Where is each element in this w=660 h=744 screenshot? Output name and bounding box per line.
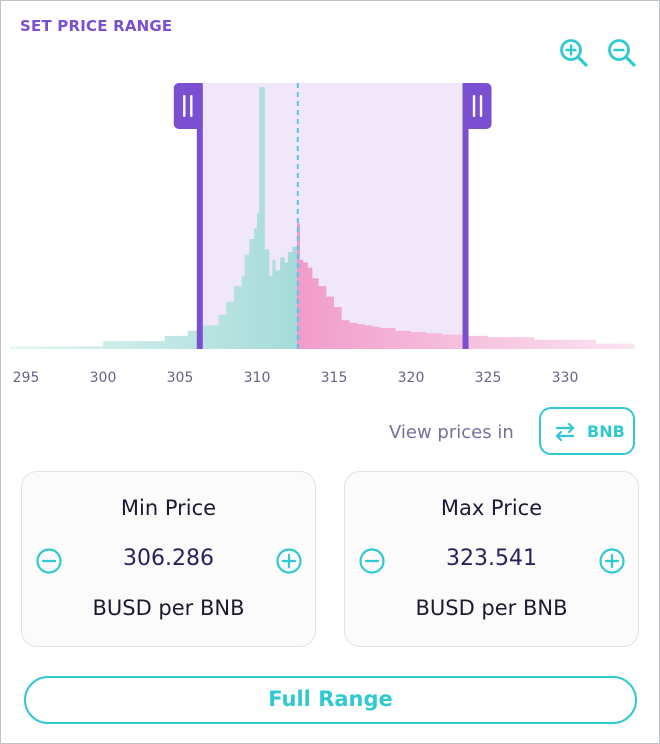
view-prices-label: View prices in xyxy=(389,422,514,443)
min-price-card: Min Price 306.286 BUSD per BNB xyxy=(21,471,316,647)
min-price-increment-button[interactable] xyxy=(275,547,303,575)
max-price-title: Max Price xyxy=(440,496,543,520)
max-price-value[interactable]: 323.541 xyxy=(446,546,537,571)
handle-grip xyxy=(463,83,492,129)
min-price-title: Min Price xyxy=(120,496,217,520)
section-title: SET PRICE RANGE xyxy=(20,17,173,35)
zoom-in-button[interactable] xyxy=(558,37,590,69)
min-price-handle[interactable] xyxy=(173,83,203,349)
zoom-out-button[interactable] xyxy=(606,37,638,69)
swap-arrows-icon xyxy=(555,422,575,442)
liquidity-series-below xyxy=(10,87,297,349)
x-tick-label: 330 xyxy=(552,370,579,386)
liquidity-series-above xyxy=(297,223,635,349)
x-tick-label: 315 xyxy=(321,370,348,386)
x-tick-label: 300 xyxy=(90,370,117,386)
x-tick-label: 295 xyxy=(13,370,40,386)
x-tick-label: 320 xyxy=(398,370,425,386)
max-price-decrement-button[interactable] xyxy=(358,547,386,575)
x-tick-label: 305 xyxy=(167,370,194,386)
max-price-increment-button[interactable] xyxy=(598,547,626,575)
plus-circle-icon xyxy=(276,548,302,574)
x-tick-label: 310 xyxy=(244,370,271,386)
plus-circle-icon xyxy=(599,548,625,574)
currency-label: BNB xyxy=(587,422,625,441)
currency-toggle-button[interactable]: BNB xyxy=(539,407,635,455)
handle-line xyxy=(196,83,203,349)
x-tick-label: 325 xyxy=(475,370,502,386)
full-range-button[interactable]: Full Range xyxy=(24,676,637,724)
handle-grip xyxy=(173,83,202,129)
zoom-out-icon xyxy=(608,39,636,67)
max-price-unit: BUSD per BNB xyxy=(415,596,568,620)
min-price-unit: BUSD per BNB xyxy=(92,596,245,620)
minus-circle-icon xyxy=(36,548,62,574)
min-price-value[interactable]: 306.286 xyxy=(123,546,214,571)
handle-line xyxy=(462,83,469,349)
grip-bar-icon xyxy=(183,95,186,117)
minus-circle-icon xyxy=(359,548,385,574)
grip-bar-icon xyxy=(190,95,193,117)
x-axis-ticks: 295 300 305 310 315 320 325 330 xyxy=(13,370,579,386)
liquidity-histogram[interactable]: 295 300 305 310 315 320 325 330 xyxy=(1,71,659,401)
grip-bar-icon xyxy=(472,95,476,117)
grip-bar-icon xyxy=(479,95,483,117)
zoom-in-icon xyxy=(560,39,588,67)
min-price-decrement-button[interactable] xyxy=(35,547,63,575)
max-price-handle[interactable] xyxy=(462,83,492,349)
max-price-card: Max Price 323.541 BUSD per BNB xyxy=(344,471,639,647)
